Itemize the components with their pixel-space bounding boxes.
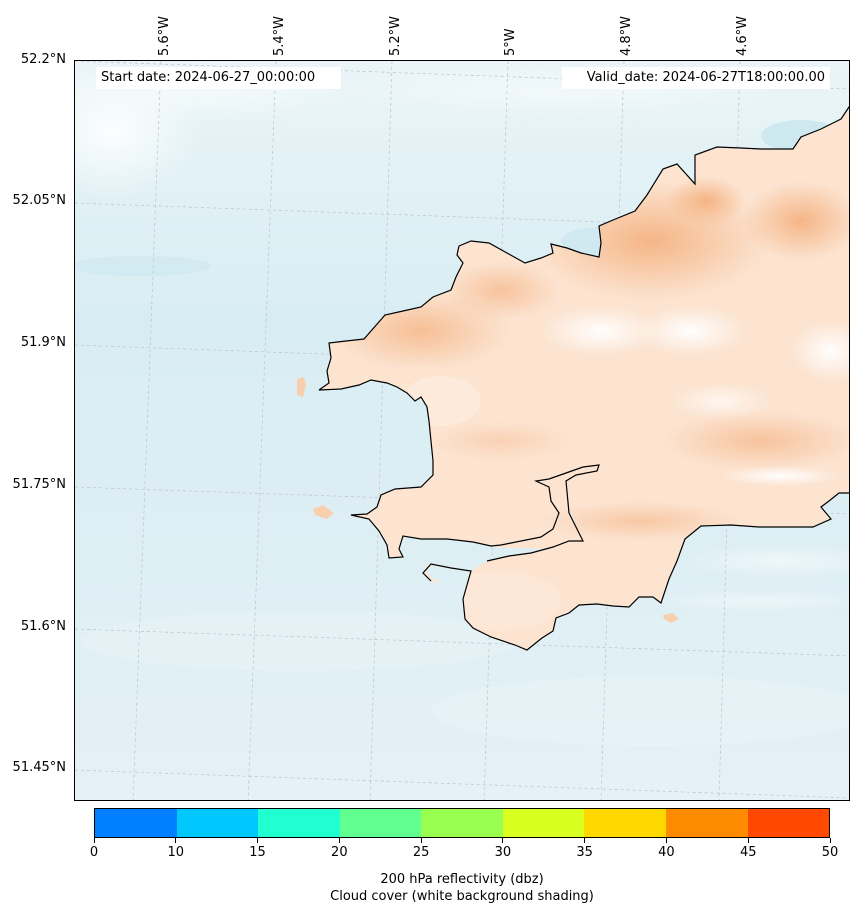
lat-label-52-05n: 52.05°N [12,193,66,208]
colorbar-segment [665,809,748,837]
colorbar-segment [502,809,585,837]
lat-label-51-9n: 51.9°N [20,335,66,350]
offshore-islands [297,377,679,623]
lat-label-51-45n: 51.45°N [12,760,66,775]
colorbar-label: 200 hPa reflectivity (dbz) Cloud cover (… [94,871,830,905]
colorbar-tick [420,838,422,843]
colorbar-tick-label: 25 [412,845,430,860]
lon-label-5-4w: 5.4°W [272,15,287,56]
map-canvas [75,61,849,800]
lon-label-4-8w: 4.8°W [619,15,634,56]
colorbar-tick-label: 45 [739,845,757,860]
colorbar-tick [257,838,259,843]
colorbar-segment [258,809,340,837]
colorbar-tick [747,838,749,843]
valid-date-label: Valid_date: 2024-06-27T18:00:00.00 [562,67,830,89]
lat-label-51-6n: 51.6°N [20,619,66,634]
colorbar-segment [421,809,503,837]
colorbar-segment [95,809,177,837]
colorbar-tick [665,838,667,843]
colorbar-tick-label: 50 [821,845,839,860]
coastline-north [318,105,849,391]
colorbar-tick-label: 20 [331,845,348,860]
lon-label-5w: 5°W [503,28,518,56]
start-date-label: Start date: 2024-06-27_00:00:00 [96,67,341,89]
colorbar-segment [176,809,259,837]
colorbar-tick [584,838,586,843]
colorbar-tick [338,838,340,843]
lon-label-5-6w: 5.6°W [157,15,172,56]
colorbar-tick [93,838,95,843]
colorbar-tick-label: 0 [89,845,99,860]
lon-label-4-6w: 4.6°W [735,15,750,56]
colorbar-segment [339,809,422,837]
lat-label-52-2n: 52.2°N [20,52,66,67]
colorbar-tick [829,838,831,843]
colorbar [94,808,830,838]
coastline-south [422,492,849,651]
colorbar-tick-label: 30 [494,845,512,860]
colorbar-tick-label: 35 [576,845,593,860]
colorbar-tick [175,838,177,843]
colorbar-segment [747,809,830,837]
colorbar-segment [584,809,666,837]
colorbar-tick [502,838,504,843]
colorbar-label-line1: 200 hPa reflectivity (dbz) [380,872,544,887]
map-panel [74,60,850,801]
colorbar-tick-label: 40 [658,845,675,860]
colorbar-tick-label: 15 [249,845,266,860]
colorbar-label-line2: Cloud cover (white background shading) [330,889,594,904]
lon-label-5-2w: 5.2°W [388,15,403,56]
coastline-milford-haven [318,379,600,562]
colorbar-tick-label: 10 [167,845,185,860]
lat-label-51-75n: 51.75°N [12,477,66,492]
